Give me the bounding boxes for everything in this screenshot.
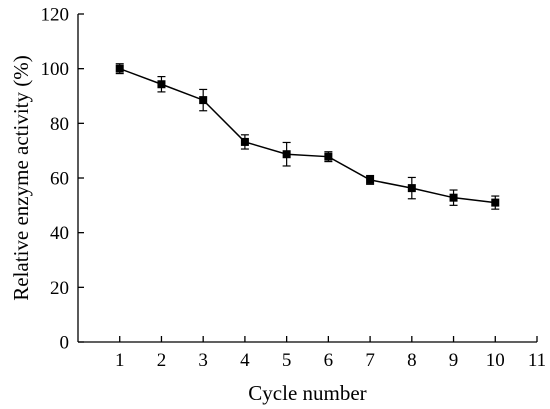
- x-tick-label: 9: [449, 350, 459, 371]
- x-tick-label: 1: [115, 350, 125, 371]
- y-tick-label: 80: [50, 114, 69, 135]
- data-point: [282, 150, 291, 159]
- y-tick-label: 120: [41, 5, 70, 26]
- series-line: [119, 67, 496, 204]
- x-tick-label: 2: [157, 350, 167, 371]
- y-tick-label: 0: [60, 333, 70, 354]
- data-point: [366, 175, 375, 184]
- x-tick-label: 4: [240, 350, 250, 371]
- x-tick-label: 10: [486, 350, 505, 371]
- data-point: [115, 64, 124, 73]
- y-axis-label: Relative enzyme activity (%): [9, 55, 33, 300]
- y-ticks: 0 20 40 60 80 100 120: [41, 5, 84, 354]
- x-tick-label: 8: [407, 350, 417, 371]
- data-point: [240, 137, 249, 146]
- data-point: [407, 184, 416, 193]
- x-tick-label: 7: [365, 350, 375, 371]
- x-tick-label: 6: [324, 350, 334, 371]
- data-point: [491, 198, 500, 207]
- x-ticks: 1 2 3 4 5 6 7 8 9 10 11: [115, 336, 546, 371]
- data-point: [449, 193, 458, 202]
- x-tick-label: 3: [198, 350, 208, 371]
- x-tick-label: 11: [528, 350, 546, 371]
- data-point: [157, 80, 166, 89]
- y-tick-label: 20: [50, 278, 69, 299]
- x-tick-label: 5: [282, 350, 292, 371]
- y-tick-label: 100: [41, 59, 70, 80]
- plot-area: 1 2 3 4 5 6 7 8 9 10 11 0 20 40 60 80 100 120: [41, 5, 547, 372]
- series-layer: [115, 63, 500, 210]
- x-axis-label: Cycle number: [248, 381, 366, 405]
- data-point: [324, 152, 333, 161]
- data-point: [199, 96, 208, 105]
- y-tick-label: 60: [50, 169, 69, 190]
- y-tick-label: 40: [50, 223, 69, 244]
